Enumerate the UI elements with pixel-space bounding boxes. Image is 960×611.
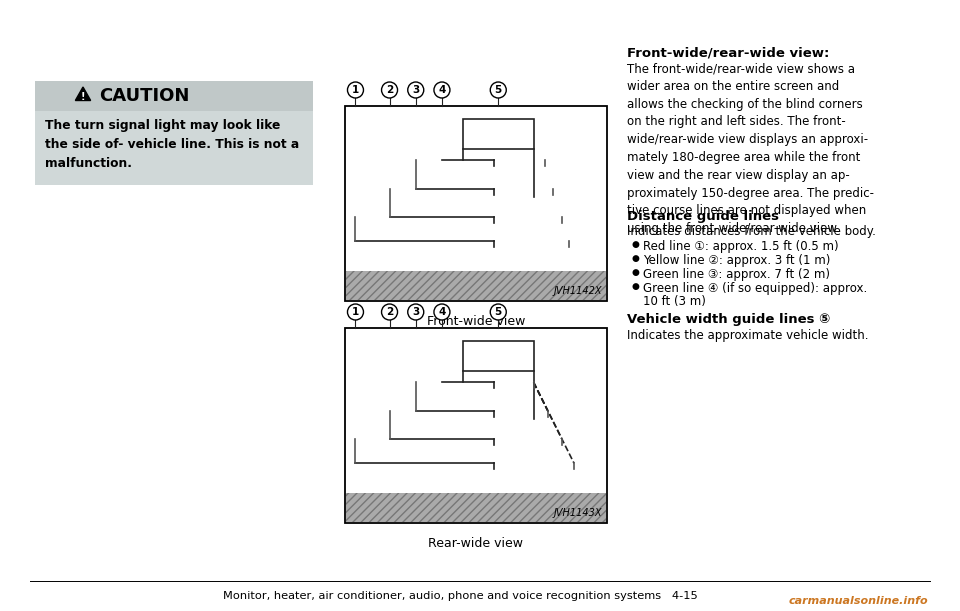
Text: 4: 4 (439, 307, 445, 317)
Text: 4: 4 (439, 85, 445, 95)
Bar (345, 106, 607, 301)
Bar (463, 119, 534, 149)
Text: Indicates the approximate vehicle width.: Indicates the approximate vehicle width. (627, 329, 869, 342)
Circle shape (381, 82, 397, 98)
Text: The front-wide/rear-wide view shows a
wider area on the entire screen and
allows: The front-wide/rear-wide view shows a wi… (627, 62, 874, 235)
Text: 5: 5 (494, 85, 502, 95)
Circle shape (491, 82, 506, 98)
Bar (35, 81, 313, 111)
Text: Vehicle width guide lines ⑤: Vehicle width guide lines ⑤ (627, 313, 830, 326)
Text: CAUTION: CAUTION (99, 87, 189, 105)
Circle shape (348, 82, 364, 98)
Bar (345, 328, 607, 523)
Text: Distance guide lines: Distance guide lines (627, 210, 779, 223)
Circle shape (408, 82, 423, 98)
Text: Monitor, heater, air conditioner, audio, phone and voice recognition systems   4: Monitor, heater, air conditioner, audio,… (223, 591, 697, 601)
Circle shape (434, 82, 450, 98)
Circle shape (408, 304, 423, 320)
Text: 1: 1 (352, 307, 359, 317)
Text: 2: 2 (386, 307, 394, 317)
Text: 1: 1 (352, 85, 359, 95)
Text: 2: 2 (386, 85, 394, 95)
Text: !: ! (81, 92, 85, 102)
Circle shape (491, 304, 506, 320)
Circle shape (348, 304, 364, 320)
Text: Rear-wide view: Rear-wide view (428, 537, 523, 550)
Text: 3: 3 (412, 307, 420, 317)
Bar (346, 271, 606, 300)
Text: Front-wide view: Front-wide view (427, 315, 525, 328)
Bar (35, 111, 313, 185)
Text: JVH1143X: JVH1143X (554, 508, 602, 518)
Text: Front-wide/rear-wide view:: Front-wide/rear-wide view: (627, 46, 829, 59)
Bar (346, 493, 606, 522)
Circle shape (381, 304, 397, 320)
Text: Red line ①: approx. 1.5 ft (0.5 m): Red line ①: approx. 1.5 ft (0.5 m) (643, 240, 839, 253)
Text: ●: ● (631, 268, 638, 277)
Text: 3: 3 (412, 85, 420, 95)
Text: Indicates distances from the vehicle body.: Indicates distances from the vehicle bod… (627, 225, 876, 238)
Text: Green line ④ (if so equipped): approx.: Green line ④ (if so equipped): approx. (643, 282, 867, 295)
Text: JVH1142X: JVH1142X (554, 286, 602, 296)
Text: 5: 5 (494, 307, 502, 317)
Text: Green line ③: approx. 7 ft (2 m): Green line ③: approx. 7 ft (2 m) (643, 268, 830, 281)
Text: ●: ● (631, 254, 638, 263)
Text: ●: ● (631, 282, 638, 291)
Text: ●: ● (631, 240, 638, 249)
Polygon shape (75, 87, 90, 100)
Text: The turn signal light may look like
the side of- vehicle line. This is not a
mal: The turn signal light may look like the … (45, 119, 300, 170)
Circle shape (434, 304, 450, 320)
Text: 10 ft (3 m): 10 ft (3 m) (643, 295, 706, 308)
Bar (463, 341, 534, 371)
Text: Yellow line ②: approx. 3 ft (1 m): Yellow line ②: approx. 3 ft (1 m) (643, 254, 830, 267)
Text: carmanualsonline.info: carmanualsonline.info (788, 596, 928, 606)
